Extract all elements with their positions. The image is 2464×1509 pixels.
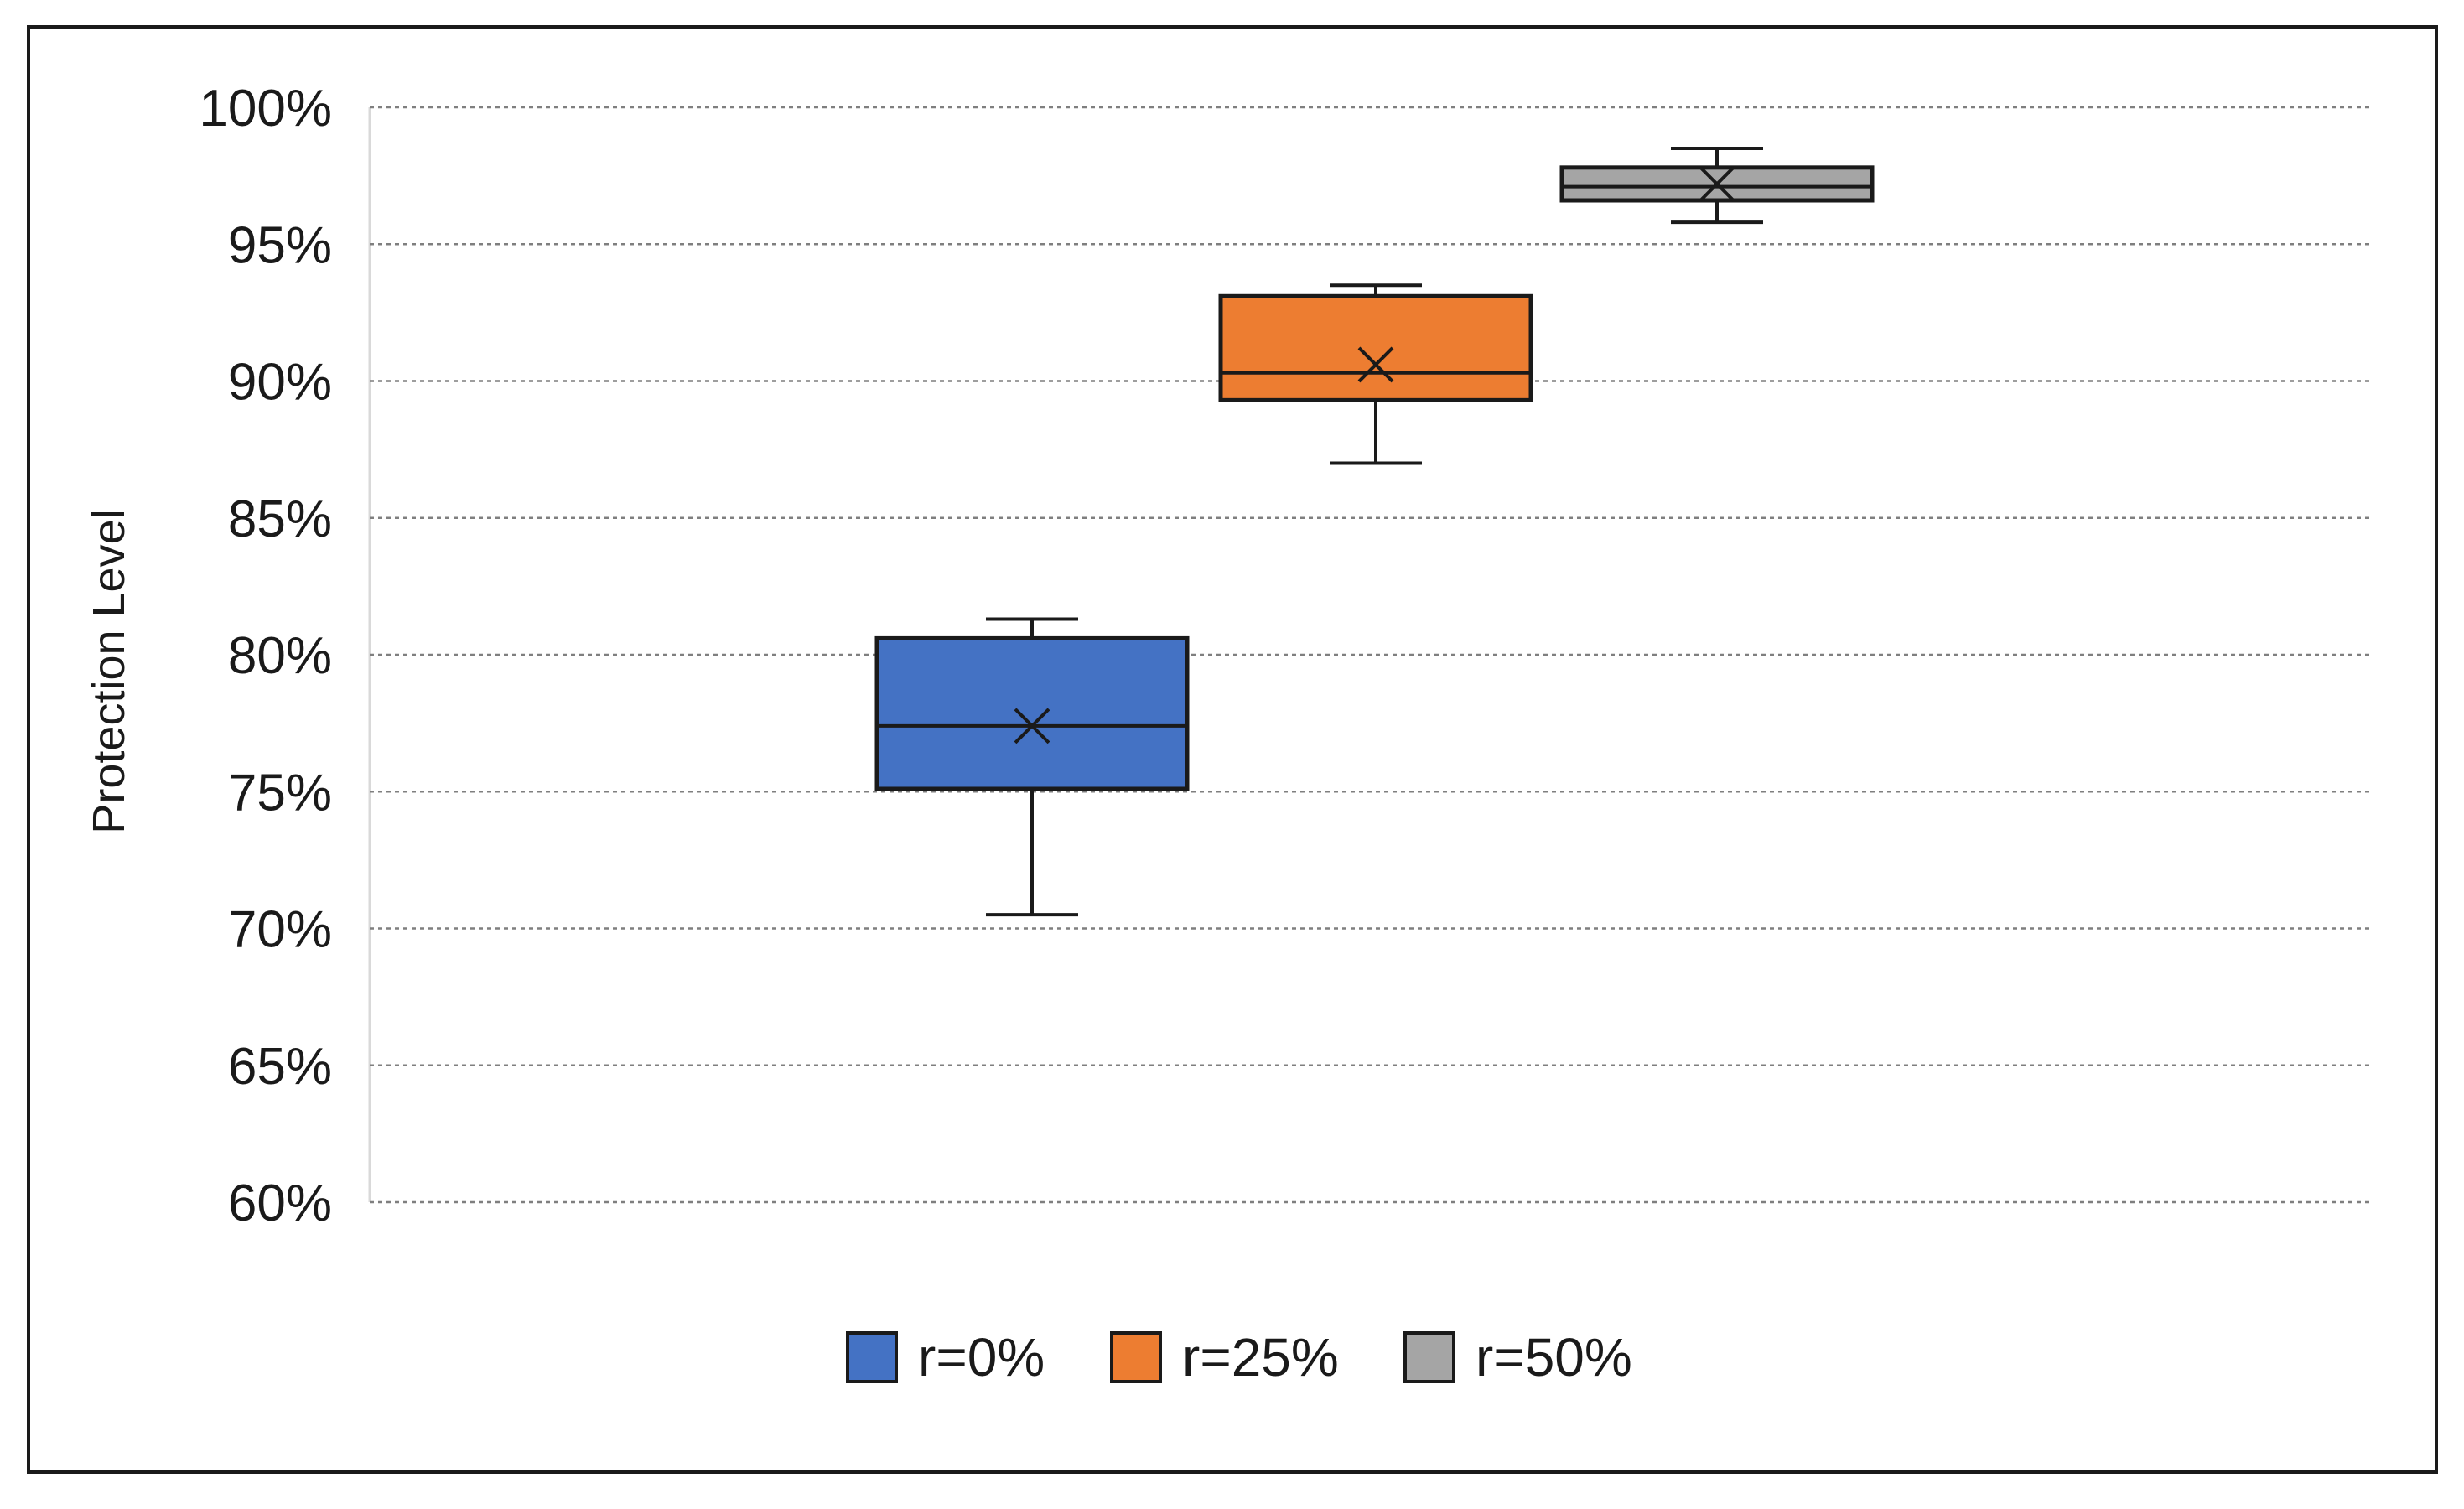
mean-marker <box>1014 708 1050 744</box>
y-axis-ticks: 60% 65% 70% 75% 80% 85% 90% 95% 100% <box>199 80 332 1232</box>
y-tick-label: 90% <box>228 354 332 412</box>
iqr-box <box>1218 293 1533 402</box>
gridlines <box>368 106 2373 1204</box>
legend-label: r=50% <box>1476 1327 1632 1387</box>
legend-item: r=0% <box>846 1327 1045 1387</box>
boxes <box>874 146 1875 917</box>
y-tick-label: 80% <box>228 627 332 685</box>
box-plot-chart: 60% 65% 70% 75% 80% 85% 90% 95% 100% Protection … <box>84 80 2373 1387</box>
legend-item: r=25% <box>1110 1327 1339 1387</box>
y-tick-label: 75% <box>228 764 332 822</box>
legend-swatch <box>1110 1331 1162 1383</box>
mean-marker <box>1357 346 1394 383</box>
legend-label: r=0% <box>918 1327 1045 1387</box>
legend-item: r=50% <box>1403 1327 1632 1387</box>
box-3 <box>1559 146 1875 225</box>
y-tick-label: 100% <box>199 80 332 137</box>
mean-marker <box>1699 166 1735 202</box>
legend-label: r=25% <box>1182 1327 1339 1387</box>
box-1 <box>874 617 1190 917</box>
legend: r=0% r=25% r=50% <box>846 1327 1632 1387</box>
y-axis-title: Protection Level <box>84 509 134 833</box>
box-2 <box>1218 283 1533 465</box>
y-tick-label: 65% <box>228 1038 332 1096</box>
iqr-box <box>874 635 1190 791</box>
y-tick-label: 60% <box>228 1175 332 1232</box>
chart-frame: 60% 65% 70% 75% 80% 85% 90% 95% 100% Protection … <box>27 25 2438 1474</box>
y-tick-label: 85% <box>228 490 332 548</box>
legend-swatch <box>1403 1331 1455 1383</box>
legend-swatch <box>846 1331 898 1383</box>
y-tick-label: 95% <box>228 216 332 274</box>
y-tick-label: 70% <box>228 901 332 959</box>
